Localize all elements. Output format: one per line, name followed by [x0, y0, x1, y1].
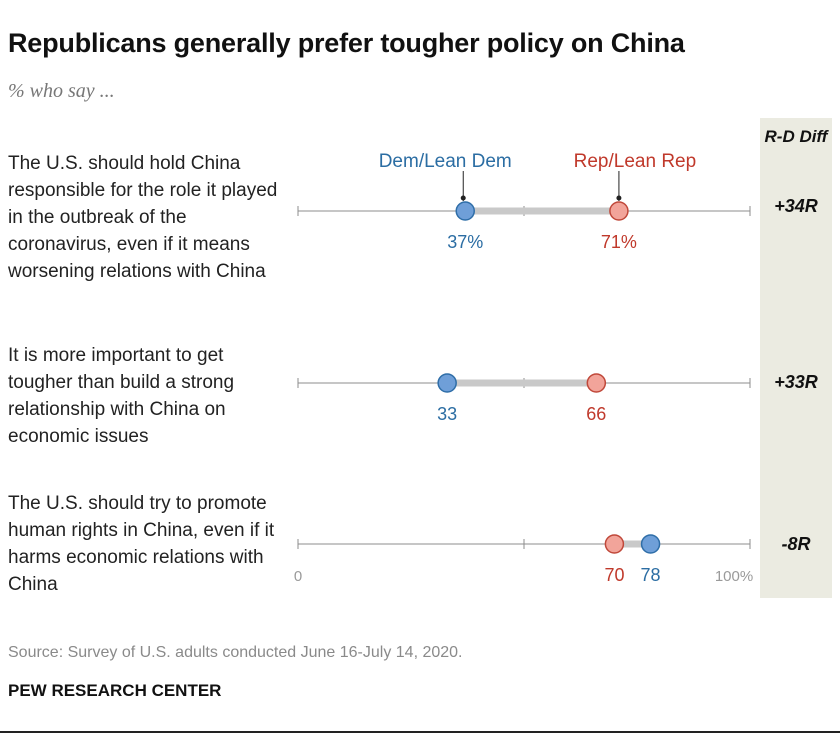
legend-dem-label: Dem/Lean Dem: [379, 151, 512, 172]
diff-column-panel: R-D Diff +34R +33R -8R: [760, 118, 832, 598]
rep-legend-leader-dot: [616, 195, 622, 201]
x-tick-label-100: 100%: [715, 568, 753, 585]
diff-value-row-2: +33R: [774, 372, 818, 392]
legend-rep-label: Rep/Lean Rep: [574, 151, 697, 172]
row-label-promote-human-rights: The U.S. should try to promote human rig…: [8, 493, 275, 595]
source-note: Source: Survey of U.S. adults conducted …: [8, 644, 463, 661]
row-label-get-tougher-economic: It is more important to get tougher than…: [8, 345, 235, 447]
dem-legend-leader-dot: [460, 195, 466, 201]
dem-dot-row-3: [640, 534, 661, 554]
diff-value-row-1: +34R: [774, 196, 818, 216]
brand-name: PEW RESEARCH CENTER: [8, 681, 222, 700]
rep-value-label-row-3: 70: [604, 565, 624, 585]
diff-column-header: R-D Diff: [764, 127, 828, 146]
dem-value-label-row-2: 33: [437, 404, 457, 424]
row-label-hold-china-responsible: The U.S. should hold China responsible f…: [8, 153, 278, 282]
dem-value-label-row-3: 78: [640, 565, 660, 585]
rep-dot-row-2: [586, 373, 607, 393]
x-tick-label-0: 0: [294, 568, 302, 585]
chart-title: Republicans generally prefer tougher pol…: [8, 28, 685, 58]
bottom-rule: [0, 731, 840, 733]
dem-value-label-row-1: 37%: [447, 232, 483, 252]
rep-dot-row-3: [604, 534, 625, 554]
rep-value-label-row-1: 71%: [601, 232, 637, 252]
dem-dot-row-2: [437, 373, 457, 393]
diff-value-row-3: -8R: [781, 534, 811, 554]
dem-dot-row-1: [455, 201, 475, 221]
rep-dot-row-1: [609, 201, 629, 221]
rep-value-label-row-2: 66: [586, 404, 606, 424]
chart-subtitle: % who say ...: [8, 80, 115, 102]
